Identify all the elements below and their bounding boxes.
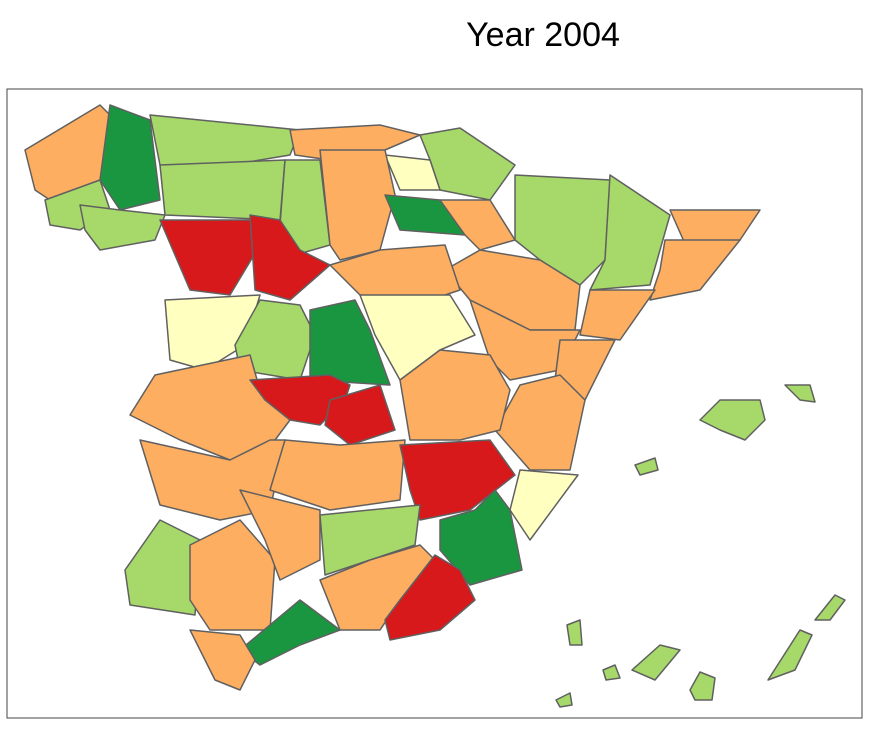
province bbox=[649, 239, 741, 301]
island bbox=[689, 671, 716, 701]
province bbox=[399, 349, 511, 441]
province bbox=[509, 469, 579, 541]
island bbox=[634, 457, 659, 476]
province bbox=[439, 199, 516, 251]
province bbox=[384, 154, 441, 191]
provinces bbox=[24, 104, 846, 708]
province bbox=[124, 519, 201, 616]
island bbox=[631, 644, 681, 681]
province bbox=[189, 519, 276, 631]
province bbox=[269, 439, 406, 511]
province bbox=[164, 294, 261, 371]
province bbox=[309, 299, 391, 386]
province bbox=[99, 104, 161, 211]
island bbox=[699, 399, 766, 441]
map-title: Year 2004 bbox=[466, 16, 620, 54]
island bbox=[784, 384, 816, 403]
province bbox=[189, 629, 256, 691]
island bbox=[566, 619, 583, 646]
province bbox=[239, 599, 341, 666]
island bbox=[602, 664, 621, 681]
map-frame bbox=[6, 88, 863, 719]
province bbox=[239, 489, 321, 581]
province bbox=[324, 384, 396, 446]
province bbox=[79, 204, 166, 251]
island bbox=[767, 629, 813, 681]
province bbox=[159, 219, 261, 296]
province bbox=[439, 489, 523, 586]
island bbox=[814, 594, 846, 621]
province bbox=[159, 159, 286, 221]
province bbox=[589, 174, 671, 291]
province bbox=[579, 289, 656, 341]
province bbox=[384, 554, 476, 641]
province bbox=[399, 439, 516, 521]
province bbox=[319, 149, 396, 261]
province bbox=[279, 159, 331, 256]
island bbox=[555, 692, 573, 708]
